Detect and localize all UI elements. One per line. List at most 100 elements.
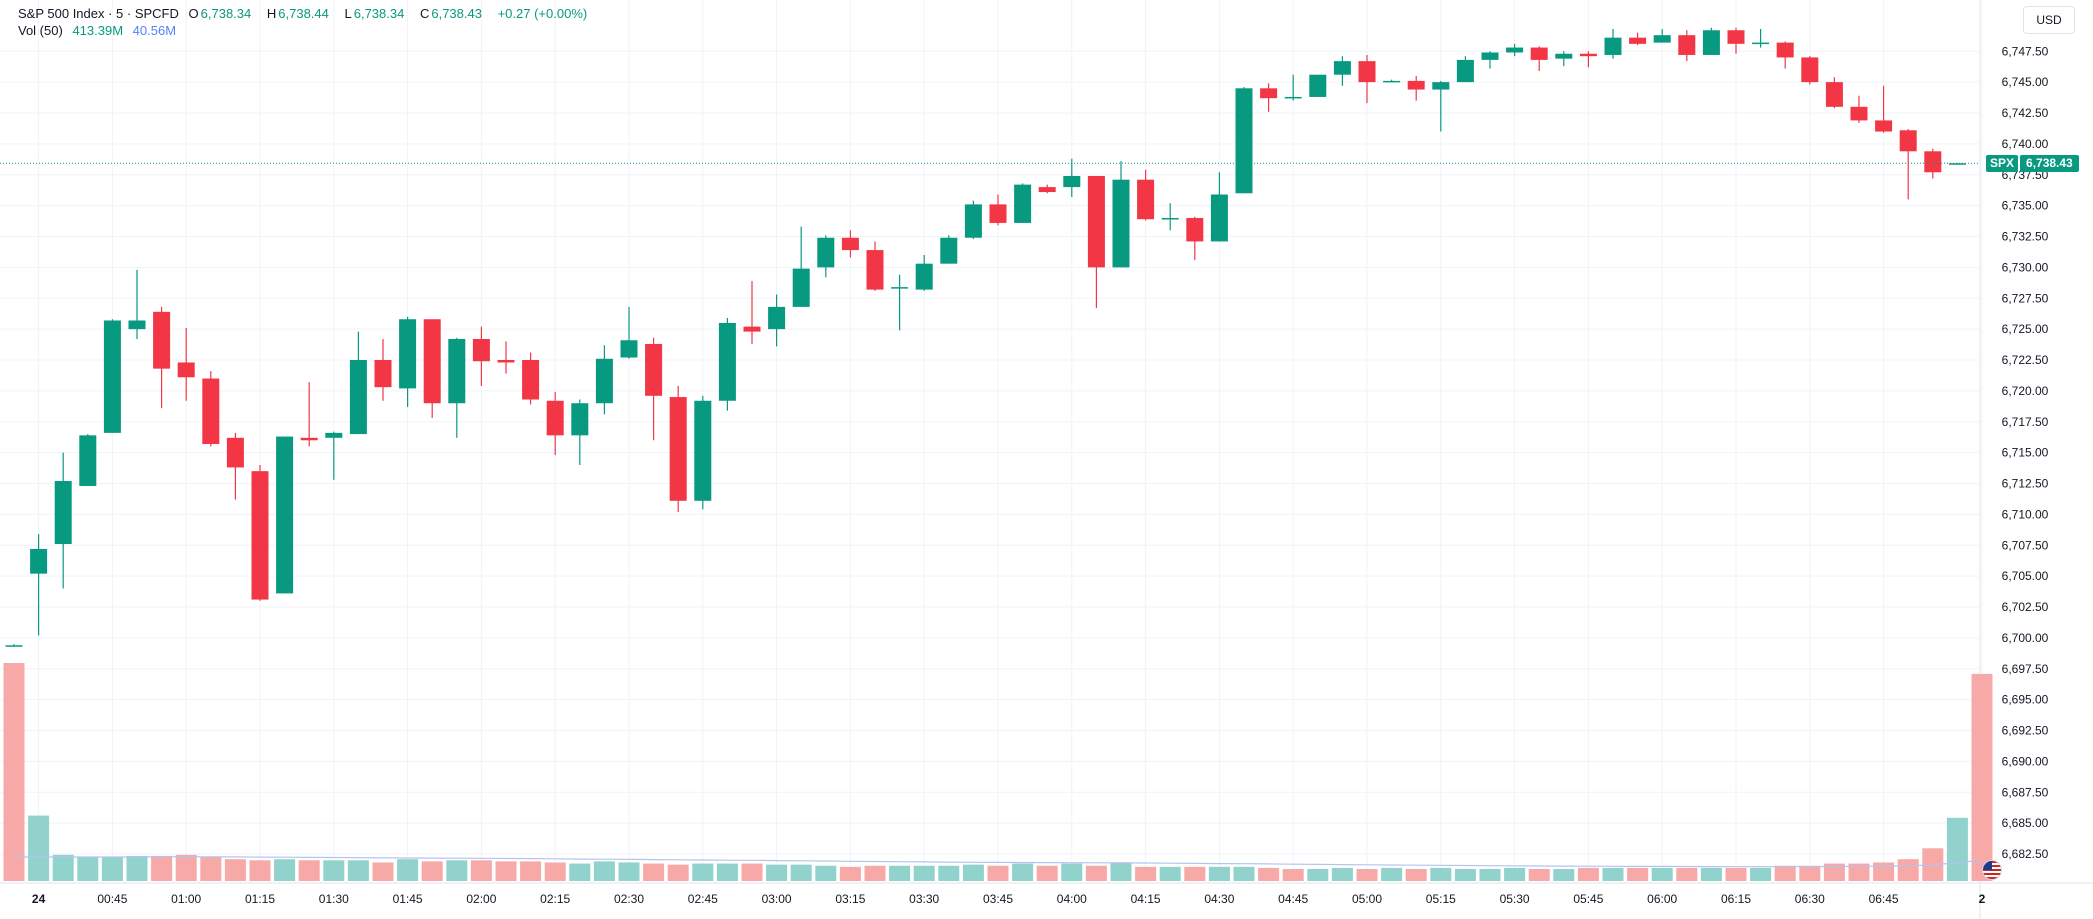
candle-body (1235, 88, 1253, 194)
volume-bar (446, 860, 468, 881)
volume-bar (347, 860, 369, 881)
volume-bar (1233, 866, 1255, 881)
low-label: L (344, 6, 352, 21)
y-tick-label: 6,727.50 (2002, 291, 2049, 305)
x-tick-label: 04:30 (1204, 892, 1234, 906)
candle-body (743, 326, 761, 332)
close-label: C (419, 6, 430, 21)
candle-body (276, 436, 294, 594)
x-tick-label: 04:00 (1057, 892, 1087, 906)
open-label: O (188, 6, 199, 21)
candle-body (30, 548, 48, 574)
x-tick-label: 00:45 (97, 892, 127, 906)
volume-bar (1012, 863, 1034, 881)
candle-body (989, 204, 1007, 223)
volume-bar (741, 863, 763, 881)
volume-bar (495, 861, 517, 881)
candle-body (915, 263, 933, 290)
volume-bar (298, 860, 320, 881)
y-tick-label: 6,747.50 (2002, 44, 2049, 58)
x-tick-label: 2 (1979, 892, 1986, 906)
y-tick-label: 6,742.50 (2002, 106, 2049, 120)
candle-body (669, 397, 687, 501)
volume-bar (1307, 869, 1329, 881)
x-tick-label: 06:00 (1647, 892, 1677, 906)
x-tick-label: 01:15 (245, 892, 275, 906)
volume-bar (1208, 866, 1230, 881)
y-tick-label: 6,700.00 (2002, 631, 2049, 645)
volume-bar (1504, 867, 1526, 881)
x-tick-label: 04:15 (1131, 892, 1161, 906)
x-tick-label: 06:45 (1869, 892, 1899, 906)
volume-legend: Vol (50) 413.39M 40.56M (18, 23, 182, 38)
open-value: 6,738.34 (200, 6, 252, 21)
volume-bar (1577, 867, 1599, 881)
ohlc-legend: S&P 500 Index · 5 · SPCFD O 6,738.34 H 6,7… (18, 6, 593, 21)
volume-bar (1528, 869, 1550, 881)
candle-body (768, 306, 786, 330)
x-tick-label: 05:45 (1573, 892, 1603, 906)
candle-body (792, 268, 810, 307)
y-tick-label: 6,690.00 (2002, 754, 2049, 768)
price-tag-value: 6,738.43 (2020, 155, 2079, 172)
volume-bar (962, 864, 984, 881)
volume-bar (200, 857, 222, 881)
volume-bar (667, 864, 689, 881)
candle-body (1087, 175, 1105, 268)
high-value: 6,738.44 (278, 6, 329, 21)
volume-bar (1627, 867, 1649, 881)
x-tick-label: 01:45 (393, 892, 423, 906)
candle-body (891, 287, 909, 289)
candle-body (595, 358, 613, 404)
candle-body (1678, 35, 1696, 55)
y-tick-label: 6,687.50 (2002, 785, 2049, 799)
x-tick-label: 05:00 (1352, 892, 1382, 906)
volume-bar (274, 859, 296, 881)
x-tick-label: 24 (32, 892, 46, 906)
volume-bar (126, 855, 148, 881)
change-value: +0.27 (+0.00%) (497, 6, 588, 21)
volume-bar (1602, 867, 1624, 881)
volume-bar (101, 857, 123, 881)
candle-body (866, 250, 884, 290)
volume-bar (913, 865, 935, 881)
us-flag-icon[interactable] (1982, 860, 2002, 880)
y-tick-label: 6,695.00 (2002, 693, 2049, 707)
candle-body (423, 319, 441, 404)
volume-bar (1848, 863, 1870, 881)
candle-body (817, 237, 835, 268)
y-tick-label: 6,705.00 (2002, 569, 2049, 583)
x-tick-label: 01:00 (171, 892, 201, 906)
close-value: 6,738.43 (431, 6, 482, 21)
y-tick-label: 6,697.50 (2002, 662, 2049, 676)
volume-bar (1971, 673, 1993, 881)
volume-bar (224, 859, 246, 881)
candle-body (1112, 179, 1130, 268)
candle-body (1456, 59, 1474, 83)
currency-button[interactable]: USD (2023, 6, 2075, 34)
volume-bar (1553, 869, 1575, 881)
volume-bar (175, 854, 197, 881)
candle-body (1752, 42, 1770, 45)
candle-body (1801, 57, 1819, 83)
volume-label: Vol (50) (18, 23, 63, 38)
candle-body (202, 378, 220, 444)
volume-bar (643, 863, 665, 881)
y-tick-label: 6,717.50 (2002, 415, 2049, 429)
volume-bar (77, 857, 99, 881)
y-tick-label: 6,715.00 (2002, 446, 2049, 460)
candle-body (153, 311, 171, 369)
candle-body (1432, 82, 1450, 90)
x-tick-label: 03:15 (835, 892, 865, 906)
volume-bar (470, 860, 492, 881)
volume-bar (864, 865, 886, 881)
volume-bar (1282, 869, 1304, 881)
candle-body (226, 437, 244, 468)
volume-bar (618, 862, 640, 881)
volume-bar (1454, 869, 1476, 881)
volume-bar (1405, 869, 1427, 881)
candle-body (497, 360, 515, 363)
volume-bar (249, 860, 271, 881)
